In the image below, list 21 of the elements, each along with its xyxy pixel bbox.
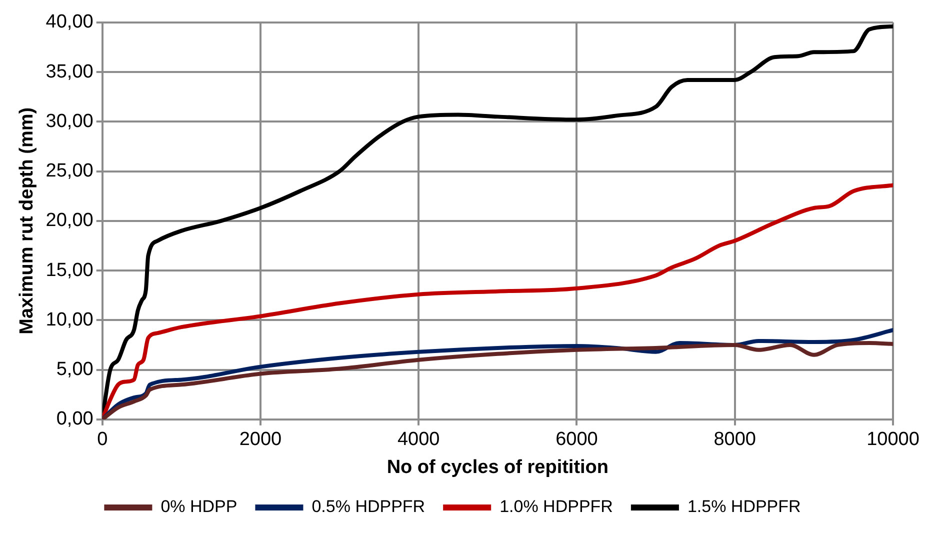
y-tick-label: 20,00 — [46, 210, 94, 232]
y-tick-label: 5,00 — [56, 359, 94, 380]
x-tick-label: 2000 — [239, 429, 282, 450]
legend-label: 1.5% HDPPFR — [687, 497, 801, 516]
x-tick-label: 4000 — [397, 429, 440, 450]
y-tick-label: 40,00 — [46, 12, 94, 33]
x-tick-label: 8000 — [714, 429, 756, 450]
y-tick-label: 25,00 — [46, 160, 94, 182]
x-tick-label: 6000 — [556, 429, 598, 450]
x-axis-title: No of cycles of repitition — [386, 456, 609, 478]
y-tick-label: 15,00 — [46, 260, 94, 281]
y-axis-title: Maximum rut depth (mm) — [16, 107, 38, 334]
legend-label: 0.5% HDPPFR — [312, 497, 426, 516]
y-tick-label: 35,00 — [46, 61, 94, 82]
legend-label: 1.0% HDPPFR — [500, 497, 613, 516]
x-tick-label: 10000 — [866, 429, 920, 450]
y-tick-label: 30,00 — [46, 110, 94, 132]
x-tick-label: 0 — [97, 429, 108, 450]
y-tick-label: 0,00 — [56, 408, 94, 430]
legend-label: 0% HDPP — [160, 497, 238, 516]
y-tick-label: 10,00 — [46, 309, 94, 330]
